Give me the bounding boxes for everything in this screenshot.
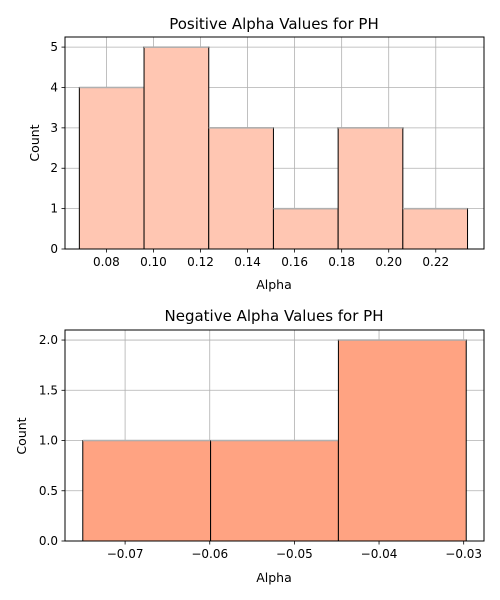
y-tick-label: 0 xyxy=(50,242,58,256)
histogram-bar xyxy=(210,440,339,542)
y-tick-label: 4 xyxy=(50,80,58,94)
x-tick-label: −0.04 xyxy=(361,547,398,561)
x-axis-label: Alpha xyxy=(256,570,292,585)
y-tick-label: 1.0 xyxy=(39,434,58,448)
x-tick-label: −0.03 xyxy=(445,547,482,561)
y-axis-label: Count xyxy=(27,124,42,161)
bars xyxy=(82,339,467,542)
x-tick-label: 0.14 xyxy=(234,255,261,269)
negative-alpha-chart: Negative Alpha Values for PH −0.07 −0.06−… xyxy=(14,307,485,585)
x-tick-label: 0.08 xyxy=(93,255,120,269)
x-axis-ticks: 0.08 0.10 0.12 0.14 0.16 0.18 0.20 0.22 xyxy=(93,249,449,269)
y-tick-label: 5 xyxy=(50,40,58,54)
histogram-bar xyxy=(272,208,339,250)
y-tick-label: 3 xyxy=(50,121,58,135)
y-axis-ticks: 0 1 2 3 4 5 xyxy=(50,40,65,256)
y-axis-label: Count xyxy=(14,417,29,454)
x-axis-ticks: −0.07 −0.06 −0.05 −0.04 −0.03 xyxy=(107,541,482,561)
x-tick-label: 0.12 xyxy=(187,255,214,269)
plot-frame xyxy=(64,36,485,250)
histogram-bar xyxy=(78,86,145,250)
histogram-bar xyxy=(82,440,212,542)
positive-alpha-chart: Positive Alpha Values for PH 0.08 0.10 0.1… xyxy=(27,15,485,292)
y-tick-label: 1.5 xyxy=(39,383,58,397)
bars xyxy=(78,46,469,250)
y-tick-label: 2.0 xyxy=(39,333,58,347)
y-tick-label: 0.5 xyxy=(39,484,58,498)
histogram-bar xyxy=(402,208,469,250)
histogram-bar xyxy=(143,46,210,250)
x-tick-label: −0.05 xyxy=(276,547,313,561)
x-tick-label: 0.20 xyxy=(375,255,402,269)
histogram-bar xyxy=(208,127,274,250)
x-tick-label: 0.10 xyxy=(140,255,167,269)
x-tick-label: 0.18 xyxy=(328,255,355,269)
y-axis-ticks: 0.0 0.5 1.0 1.5 2.0 xyxy=(39,333,65,548)
plot-frame xyxy=(64,329,485,542)
x-tick-label: 0.22 xyxy=(422,255,449,269)
histogram-bar xyxy=(337,339,467,542)
x-tick-label: 0.16 xyxy=(281,255,308,269)
y-tick-label: 0.0 xyxy=(39,534,58,548)
x-tick-label: −0.06 xyxy=(191,547,228,561)
chart-title: Negative Alpha Values for PH xyxy=(165,307,384,325)
x-axis-label: Alpha xyxy=(256,277,292,292)
x-tick-label: −0.07 xyxy=(107,547,144,561)
y-tick-label: 2 xyxy=(50,161,58,175)
y-tick-label: 1 xyxy=(50,202,58,216)
histogram-bar xyxy=(337,127,404,250)
chart-title: Positive Alpha Values for PH xyxy=(169,15,379,33)
